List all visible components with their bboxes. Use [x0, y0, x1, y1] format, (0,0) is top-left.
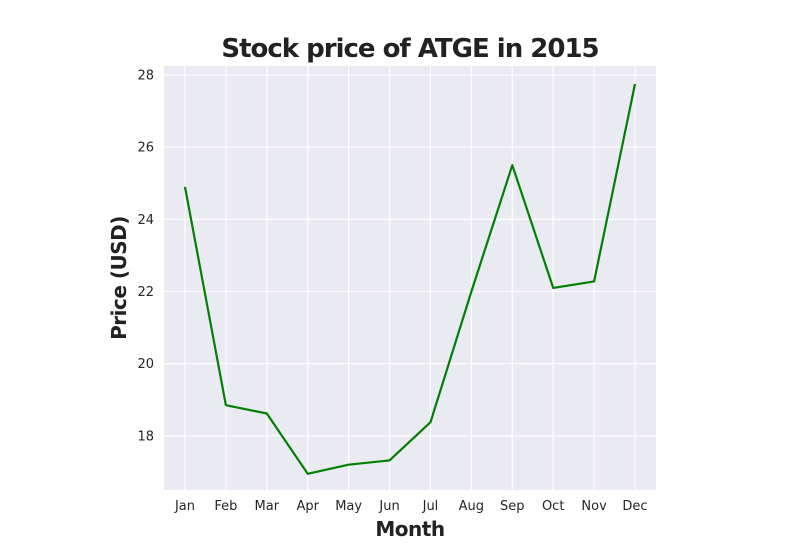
y-tick-label: 18 — [137, 429, 154, 444]
y-tick-label: 20 — [137, 357, 154, 372]
x-tick-label: Dec — [622, 499, 647, 514]
plot-area — [164, 66, 656, 490]
x-tick-label: Jun — [378, 499, 399, 514]
y-axis-label: Price (USD) — [107, 216, 131, 340]
grid-layer — [164, 66, 656, 490]
y-tick-label: 22 — [137, 285, 154, 300]
x-tick-labels: Jan Feb Mar Apr May Jun Jul Aug Sep Oct Nov Dec — [174, 499, 648, 514]
x-tick-label: Nov — [581, 499, 607, 514]
series-line-0 — [183, 83, 637, 475]
series-layer — [183, 83, 637, 475]
x-axis-label: Month — [375, 517, 444, 541]
x-tick-label: Jul — [422, 499, 439, 514]
x-tick-label: Aug — [459, 499, 484, 514]
x-tick-label: Feb — [214, 499, 237, 514]
y-tick-label: 28 — [137, 69, 154, 84]
x-tick-label: Mar — [255, 499, 280, 514]
x-tick-label: Apr — [296, 499, 319, 514]
x-tick-label: May — [335, 499, 362, 514]
y-tick-label: 26 — [137, 141, 154, 156]
chart-title: Stock price of ATGE in 2015 — [221, 34, 598, 64]
y-tick-label: 24 — [137, 213, 154, 228]
x-tick-label: Oct — [542, 499, 564, 514]
y-tick-labels: 18 20 22 24 26 28 — [137, 69, 154, 445]
x-tick-label: Jan — [174, 499, 195, 514]
x-tick-label: Sep — [500, 499, 525, 514]
